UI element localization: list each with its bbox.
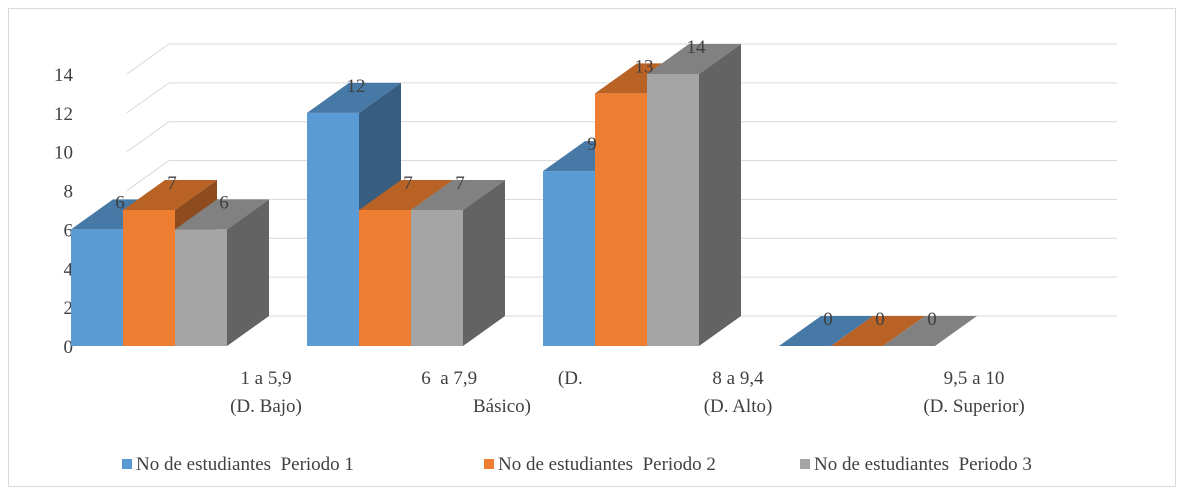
y-tick-label: 0 xyxy=(64,337,74,358)
gridline-diagonal xyxy=(126,160,170,191)
bar-top xyxy=(883,316,977,346)
category-label: 8 a 9,4 (D. Alto) xyxy=(704,368,773,417)
bar xyxy=(411,180,505,346)
gridline-diagonal xyxy=(126,121,170,153)
bar-front xyxy=(595,93,647,346)
category-label-line: (D. Bajo) xyxy=(230,396,302,417)
data-label: 9 xyxy=(587,134,597,155)
bar xyxy=(647,44,741,346)
y-tick-label: 10 xyxy=(54,143,73,164)
bar xyxy=(883,316,977,346)
gridline-diagonal xyxy=(126,82,170,114)
data-label: 13 xyxy=(635,56,654,77)
legend-swatch xyxy=(122,459,132,469)
data-labels: 6 12 9 0 7 7 13 0 6 7 14 0 xyxy=(115,37,937,330)
y-tick-label: 6 xyxy=(64,220,74,241)
bar-front xyxy=(71,229,123,346)
legend-label: No de estudiantes Periodo 3 xyxy=(814,454,1032,475)
bar-side xyxy=(699,44,741,346)
legend-item: No de estudiantes Periodo 2 xyxy=(484,454,716,475)
y-tick-label: 12 xyxy=(54,104,73,125)
bar-front xyxy=(307,112,359,346)
y-tick-label: 14 xyxy=(54,65,74,86)
data-label: 14 xyxy=(687,37,707,58)
category-label-line: 8 a 9,4 xyxy=(712,368,764,389)
bar-front xyxy=(543,171,595,346)
gridline-diagonal xyxy=(126,43,170,75)
category-label: 6 a 7,9 (D. Básico) xyxy=(421,368,582,417)
bar xyxy=(831,316,925,346)
bar xyxy=(175,199,269,346)
legend-item: No de estudiantes Periodo 3 xyxy=(800,454,1032,475)
bar-top xyxy=(411,180,505,210)
legend-label: No de estudiantes Periodo 1 xyxy=(136,454,354,475)
bar-front xyxy=(647,74,699,346)
data-label: 0 xyxy=(823,309,833,330)
y-tick-label: 8 xyxy=(64,182,74,203)
bars xyxy=(71,44,977,347)
legend-item: No de estudiantes Periodo 1 xyxy=(122,454,354,475)
chart-frame: 0 2 4 6 8 10 12 14 6 12 9 0 7 7 13 0 6 7 14 0 1 a 5,9 (D. B… xyxy=(8,8,1176,487)
data-label: 7 xyxy=(167,173,177,194)
data-label: 12 xyxy=(347,76,366,97)
y-axis-ticks: 0 2 4 6 8 10 12 14 xyxy=(54,65,74,358)
data-label: 6 xyxy=(115,192,125,213)
data-label: 7 xyxy=(403,173,413,194)
data-label: 0 xyxy=(927,309,937,330)
legend-swatch xyxy=(800,459,810,469)
legend-swatch xyxy=(484,459,494,469)
bar-chart: 0 2 4 6 8 10 12 14 6 12 9 0 7 7 13 0 6 7 14 0 1 a 5,9 (D. B… xyxy=(54,37,1117,475)
category-label-line: (D. Alto) xyxy=(704,396,773,417)
legend-label: No de estudiantes Periodo 2 xyxy=(498,454,716,475)
bar-top xyxy=(779,316,873,346)
category-labels: 1 a 5,9 (D. Bajo) 6 a 7,9 (D. Básico) 8 a 9,… xyxy=(230,368,1025,417)
bar-side xyxy=(463,180,505,346)
category-label-line: Básico) xyxy=(473,396,531,417)
bar-top xyxy=(307,82,401,113)
category-label-line: (D. Superior) xyxy=(923,396,1024,417)
category-label-line: 9,5 a 10 xyxy=(944,368,1005,389)
category-label-line: 1 a 5,9 xyxy=(240,368,291,389)
data-label: 6 xyxy=(219,192,229,213)
data-label: 7 xyxy=(455,173,465,194)
bar-top xyxy=(647,44,741,74)
category-label-line: 6 a 7,9 (D. xyxy=(421,368,582,389)
bar xyxy=(779,316,873,346)
bar-top xyxy=(359,180,453,210)
data-label: 0 xyxy=(875,309,885,330)
category-label: 9,5 a 10 (D. Superior) xyxy=(923,368,1024,417)
bar-top xyxy=(175,199,269,230)
bar-front xyxy=(123,210,175,346)
y-tick-label: 4 xyxy=(64,259,74,280)
bar-front xyxy=(411,210,463,346)
category-label: 1 a 5,9 (D. Bajo) xyxy=(230,368,302,417)
bar-side xyxy=(227,199,269,346)
bar-top xyxy=(123,180,217,210)
y-tick-label: 2 xyxy=(64,298,74,319)
bar-top xyxy=(831,316,925,346)
bar-front xyxy=(175,229,227,346)
legend: No de estudiantes Periodo 1 No de estudia… xyxy=(122,454,1032,475)
bar-front xyxy=(359,210,411,346)
